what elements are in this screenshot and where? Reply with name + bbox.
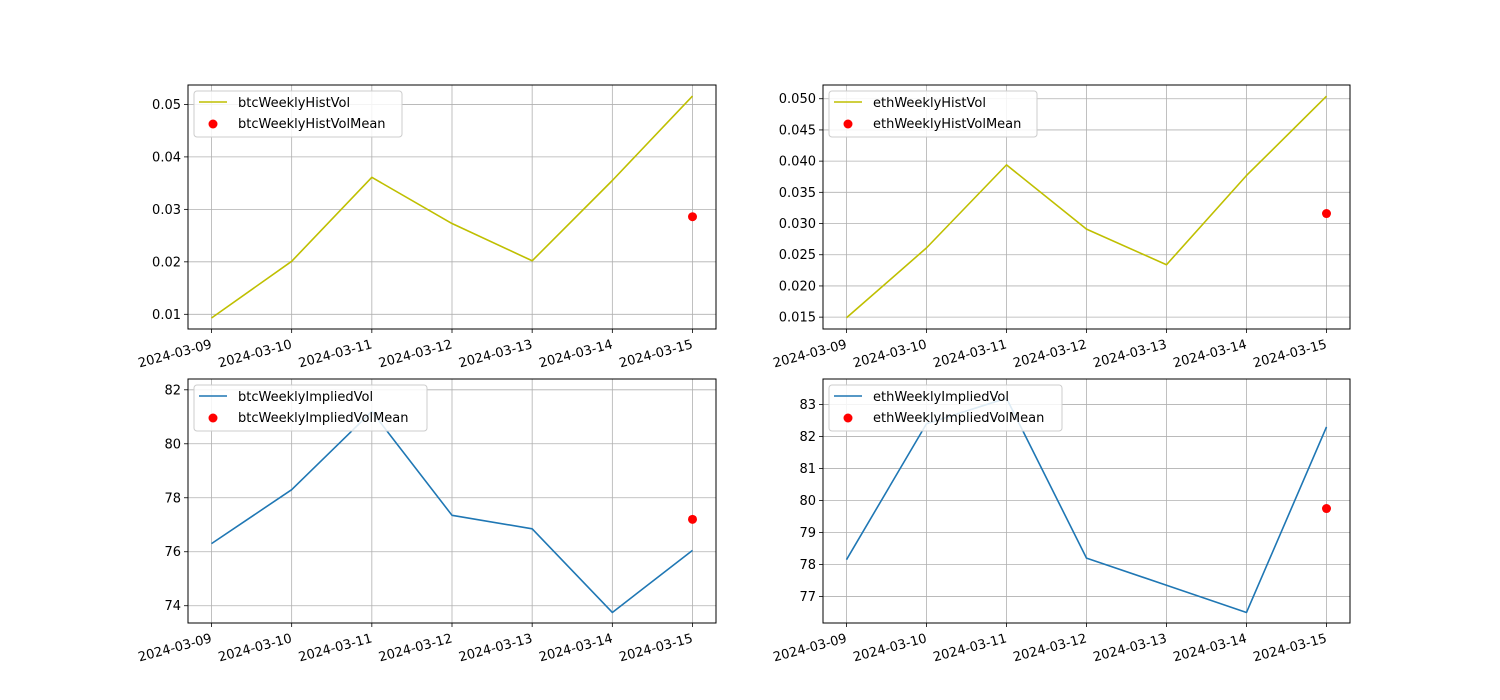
series-line-ethWeeklyHistVol: [845, 95, 1328, 319]
y-tick-label: 80: [799, 494, 816, 509]
y-tick-label: 78: [164, 491, 181, 506]
scatter-point-ethWeeklyImpliedVolMean: [1322, 504, 1331, 514]
y-tick-label: 77: [799, 590, 816, 605]
legend: btcWeeklyHistVol btcWeeklyHistVolMean: [193, 90, 403, 138]
y-tick-label: 0.03: [152, 203, 181, 218]
series-line-btcWeeklyImpliedVol: [211, 410, 693, 614]
scatter-point-btcWeeklyImpliedVolMean: [688, 514, 697, 524]
legend: ethWeeklyImpliedVol ethWeeklyImpliedVolMe…: [828, 384, 1063, 432]
legend: btcWeeklyImpliedVol btcWeeklyImpliedVolMe…: [193, 384, 428, 432]
y-tick-label: 0.02: [152, 255, 181, 270]
y-tick-label: 0.045: [779, 123, 816, 138]
legend-box: [193, 90, 403, 138]
y-tick-label: 0.025: [779, 248, 816, 263]
y-tick-label: 83: [799, 398, 816, 413]
legend: ethWeeklyHistVol ethWeeklyHistVolMean: [828, 90, 1038, 138]
y-tick-label: 0.020: [779, 279, 816, 294]
legend-label: ethWeeklyImpliedVol: [873, 390, 1009, 405]
legend-label: btcWeeklyHistVol: [238, 96, 350, 111]
legend-dot-marker: [208, 119, 218, 129]
y-tick-label: 0.015: [779, 311, 816, 326]
y-tick-label: 82: [164, 383, 181, 398]
y-tick-label: 74: [164, 599, 181, 614]
legend-box: [193, 384, 428, 432]
legend-box: [828, 384, 1063, 432]
y-tick-label: 0.04: [152, 150, 181, 165]
legend-dot-marker: [843, 413, 853, 423]
scatter-point-btcWeeklyHistVolMean: [688, 212, 697, 222]
legend-label: ethWeeklyHistVolMean: [873, 117, 1021, 132]
legend-label: ethWeeklyImpliedVolMean: [873, 411, 1044, 426]
y-tick-label: 78: [799, 558, 816, 573]
y-tick-label: 0.05: [152, 98, 181, 113]
legend-label: ethWeeklyHistVol: [873, 96, 986, 111]
legend-dot-marker: [843, 119, 853, 129]
y-tick-label: 76: [164, 545, 181, 560]
y-tick-label: 79: [799, 526, 816, 541]
y-tick-label: 0.01: [152, 308, 181, 323]
legend-dot-marker: [208, 413, 218, 423]
legend-label: btcWeeklyImpliedVolMean: [238, 411, 409, 426]
legend-label: btcWeeklyHistVolMean: [238, 117, 386, 132]
y-tick-label: 81: [799, 462, 816, 477]
legend-box: [828, 90, 1038, 138]
y-tick-label: 0.030: [779, 217, 816, 232]
y-tick-label: 82: [799, 430, 816, 445]
legend-label: btcWeeklyImpliedVol: [238, 390, 373, 405]
scatter-point-ethWeeklyHistVolMean: [1322, 209, 1331, 219]
y-tick-label: 0.050: [779, 92, 816, 107]
series-line-btcWeeklyHistVol: [211, 95, 694, 319]
y-tick-label: 80: [164, 437, 181, 452]
y-tick-label: 0.035: [779, 186, 816, 201]
y-tick-label: 0.040: [779, 155, 816, 170]
